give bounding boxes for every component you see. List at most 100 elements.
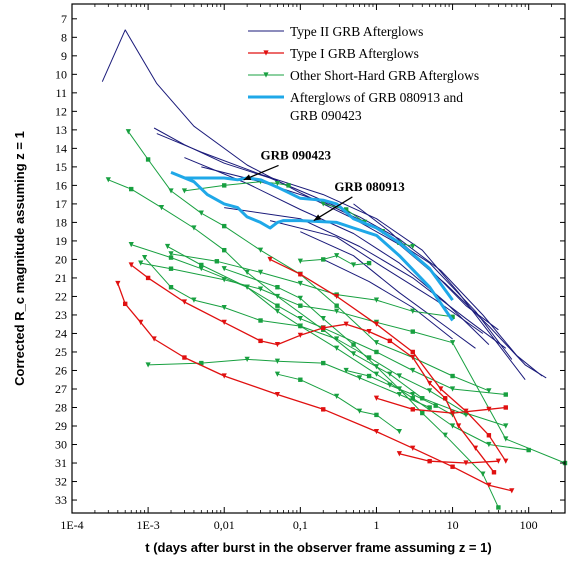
series-line [170, 171, 454, 322]
data-point [455, 423, 462, 429]
data-point [244, 356, 250, 362]
data-point [503, 423, 509, 429]
y-tick-label: 29 [55, 419, 67, 433]
data-point [258, 318, 263, 323]
data-point [297, 316, 303, 322]
data-point [343, 207, 349, 212]
x-tick-label: 1E-4 [60, 518, 83, 532]
data-point [168, 266, 174, 271]
series-line [170, 253, 453, 318]
data-point [356, 408, 363, 414]
data-point [373, 395, 380, 401]
y-tick-label: 26 [55, 363, 67, 377]
data-point [374, 349, 379, 355]
data-point [450, 464, 455, 469]
data-point [222, 183, 227, 188]
legend-label: Type I GRB Afterglows [290, 46, 419, 61]
legend-item: Afterglows of GRB 080913 and GRB 090423 [248, 90, 463, 123]
data-point [257, 286, 264, 292]
series-line [346, 370, 453, 416]
data-point [298, 377, 303, 382]
data-point [198, 210, 204, 216]
data-point [486, 406, 492, 412]
y-axis-title: Corrected R_c magnitude assuming z = 1 [12, 131, 27, 386]
data-point [396, 391, 402, 398]
legend-item: Type I GRB Afterglows [248, 46, 419, 61]
series-line [127, 131, 490, 392]
data-point [263, 72, 269, 78]
x-tick-label: 100 [520, 518, 538, 532]
series-1 [115, 256, 515, 494]
series-3 [170, 171, 454, 322]
series-line [131, 244, 506, 395]
data-point [123, 301, 128, 307]
data-point [221, 304, 227, 311]
data-point [298, 303, 303, 308]
annotation-label: GRB 080913 [334, 179, 405, 194]
annotation-arrowhead [313, 214, 322, 221]
data-point [442, 396, 448, 401]
data-point [356, 375, 363, 381]
data-point [503, 405, 508, 410]
data-point [257, 247, 264, 253]
data-point [321, 360, 326, 366]
data-point [105, 177, 111, 183]
x-tick-label: 0,01 [214, 518, 235, 532]
y-tick-label: 23 [55, 308, 67, 322]
data-point [138, 260, 144, 266]
series-line [323, 258, 453, 340]
data-point [181, 188, 188, 194]
y-tick-label: 19 [55, 234, 67, 248]
y-tick-label: 24 [55, 326, 67, 340]
data-point [275, 284, 280, 290]
annotation-arrow [313, 196, 353, 222]
data-point [321, 257, 326, 262]
data-layer [101, 29, 568, 510]
series-line [269, 258, 507, 462]
data-point [449, 340, 456, 346]
data-point [298, 272, 303, 277]
y-tick-label: 13 [55, 123, 67, 137]
y-tick-label: 20 [55, 252, 67, 266]
y-tick-label: 10 [55, 67, 67, 81]
data-point [334, 293, 340, 300]
data-point [420, 410, 425, 416]
x-axis-title: t (days after burst in the observer fram… [145, 540, 491, 555]
data-point [297, 280, 303, 287]
data-point [387, 338, 393, 344]
x-tick-label: 0,1 [293, 518, 308, 532]
data-point [181, 299, 188, 305]
data-point [182, 355, 187, 360]
data-point [480, 471, 486, 477]
legend-item: Other Short-Hard GRB Afterglows [248, 68, 479, 83]
data-point [374, 412, 379, 418]
data-point [274, 341, 281, 348]
data-point [503, 392, 508, 397]
data-point [199, 262, 204, 268]
data-point [158, 205, 165, 211]
data-point [286, 183, 291, 188]
data-point [321, 325, 326, 331]
data-point [373, 340, 380, 346]
data-point [128, 242, 134, 248]
series-line [269, 220, 484, 334]
data-point [491, 470, 497, 475]
data-point [486, 388, 492, 394]
data-point [450, 314, 455, 320]
data-point [164, 243, 171, 250]
data-point [410, 354, 416, 361]
data-point [410, 396, 415, 401]
data-point [396, 451, 402, 457]
data-point [410, 329, 415, 334]
annotation-label: GRB 090423 [261, 147, 332, 162]
data-point [334, 345, 340, 351]
series-line [201, 166, 513, 360]
data-point [486, 482, 492, 488]
data-point [373, 371, 380, 377]
series-line [277, 373, 400, 433]
data-point [198, 266, 204, 272]
data-point [199, 360, 204, 366]
data-point [257, 269, 264, 275]
